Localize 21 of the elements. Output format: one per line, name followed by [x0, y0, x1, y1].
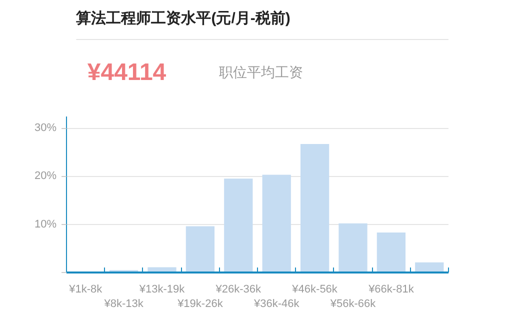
bar — [186, 226, 215, 272]
y-tick-label: 20% — [34, 170, 57, 182]
bar — [338, 223, 368, 272]
text: ¥44114 — [87, 59, 167, 86]
x-tick-label: ¥36k-46k — [252, 298, 300, 310]
bar — [300, 144, 330, 272]
x-tick-label: ¥1k-8k — [68, 284, 103, 296]
chart-title: 算法工程师工资水平(元/月-税前) — [75, 10, 290, 27]
x-tick-label: ¥66k-81k — [368, 284, 414, 296]
x-tick-label: ¥13k-19k — [138, 284, 186, 296]
y-tick-label: 30% — [34, 122, 57, 134]
bar — [376, 232, 406, 272]
y-tick-label: 10% — [34, 218, 57, 230]
x-tick-label: ¥26k-36k — [214, 284, 262, 296]
bar — [224, 178, 253, 272]
text: 职位平均工资 — [219, 64, 303, 82]
x-tick-label: ¥19k-26k — [176, 298, 224, 310]
x-tick-label: ¥46k-56k — [291, 284, 338, 296]
bar — [262, 174, 291, 272]
x-tick-label: ¥8k-13k — [103, 298, 144, 310]
x-tick-label: ¥56k-66k — [329, 298, 376, 310]
